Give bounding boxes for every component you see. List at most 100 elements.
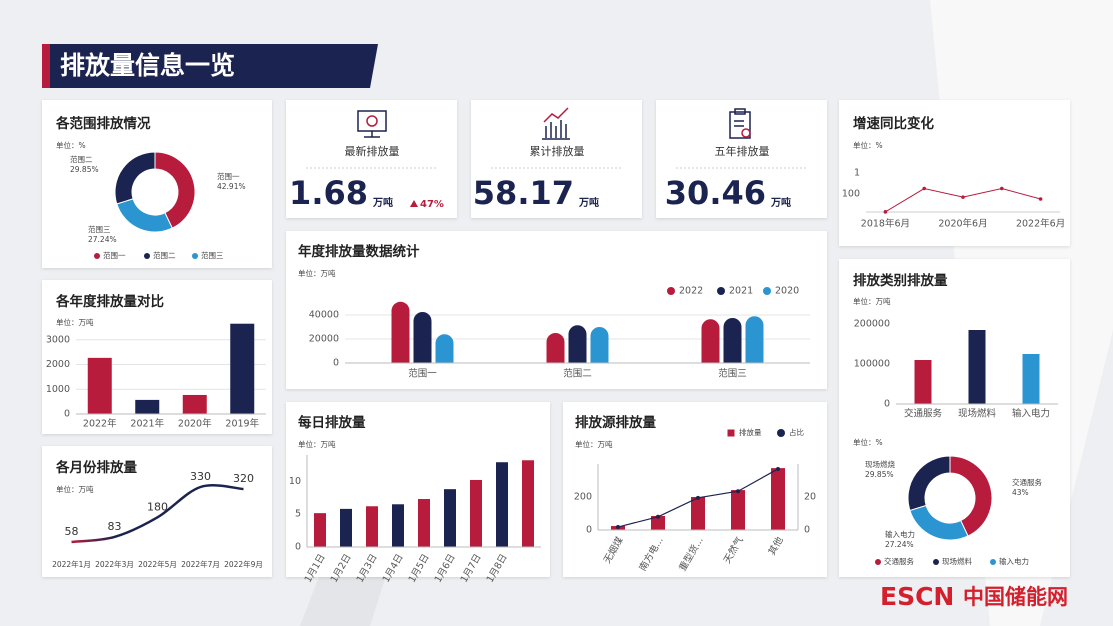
x-tick-label: 2022年7月 <box>181 559 220 569</box>
line-point <box>883 210 888 214</box>
line-point <box>1000 186 1004 191</box>
y-tick-label: 20 <box>804 492 816 503</box>
bar <box>340 508 352 547</box>
chart-title: 排放类别排放量 <box>853 272 948 289</box>
kpi-card <box>656 100 827 218</box>
legend-label: 2021 <box>729 286 753 297</box>
legend-marker <box>777 429 785 437</box>
bar <box>731 490 745 530</box>
unit-label: 单位：万吨 <box>298 268 336 278</box>
x-tick-label: 2022年3月 <box>95 559 134 569</box>
bar <box>590 327 609 363</box>
line-point <box>736 489 740 494</box>
chart-title: 各范围排放情况 <box>55 115 151 132</box>
slice-value: 43% <box>1012 488 1029 497</box>
bar <box>568 325 587 363</box>
y-tick-label: 40000 <box>309 310 339 321</box>
slice-value: 27.24% <box>885 540 914 549</box>
card <box>42 446 272 577</box>
bar <box>444 489 456 547</box>
bar <box>496 462 508 547</box>
legend-marker <box>763 287 771 295</box>
legend-marker <box>933 559 939 565</box>
y-tick-label: 200 <box>574 492 592 503</box>
legend-marker <box>727 429 735 437</box>
header-title: 排放量信息一览 <box>60 51 235 80</box>
legend-marker <box>192 253 198 259</box>
kpi-value: 58.17 <box>473 174 574 212</box>
bar <box>391 301 410 363</box>
line-point <box>961 195 965 199</box>
x-tick-label: 范围一 <box>408 368 437 380</box>
unit-label: 单位：万吨 <box>56 484 94 494</box>
donut-slice <box>909 504 969 541</box>
chart-title: 各月份排放量 <box>55 459 137 476</box>
bar <box>418 499 430 547</box>
slice-label: 范围三 <box>88 224 111 234</box>
logo-brand: ESCN <box>880 582 954 611</box>
kpi-value: 30.46 <box>665 174 766 212</box>
data-label: 180 <box>147 500 168 513</box>
unit-label: 单位：% <box>853 437 883 447</box>
x-tick-label: 2022年 <box>83 418 117 430</box>
chart-title: 每日排放量 <box>298 414 366 431</box>
y-tick-label: 1 <box>854 168 860 179</box>
bar <box>691 497 705 530</box>
kpi-label: 五年排放量 <box>715 144 770 158</box>
bar <box>470 479 482 547</box>
x-tick-label: 范围三 <box>718 368 747 380</box>
logo-name: 中国储能网 <box>963 585 1068 609</box>
x-tick-label: 2018年6月 <box>861 218 910 230</box>
x-tick-label: 2022年1月 <box>52 559 91 569</box>
card <box>42 100 272 268</box>
chart-title: 排放源排放量 <box>575 414 656 431</box>
y-tick-label: 2000 <box>46 359 70 370</box>
bar <box>435 334 454 363</box>
legend-marker <box>94 253 100 259</box>
bar <box>87 357 112 414</box>
x-tick-label: 2019年 <box>225 418 259 430</box>
slice-value: 29.85% <box>70 165 99 174</box>
bar <box>745 316 764 363</box>
kpi-value: 1.68 <box>289 174 368 212</box>
kpi-unit: 万吨 <box>578 196 599 209</box>
x-tick-label: 2020年6月 <box>938 218 987 230</box>
bar <box>135 399 160 414</box>
x-tick-label: 交通服务 <box>904 408 943 420</box>
kpi-card <box>471 100 642 218</box>
slice-label: 范围二 <box>70 154 93 164</box>
kpi-change: 47% <box>420 199 444 210</box>
kpi-card <box>286 100 457 218</box>
card <box>839 100 1070 246</box>
y-tick-label: 0 <box>333 358 339 369</box>
unit-label: 单位：万吨 <box>853 296 891 306</box>
line-point <box>696 495 700 500</box>
bar <box>182 394 207 414</box>
slice-value: 29.85% <box>865 470 894 479</box>
unit-label: 单位：万吨 <box>575 439 613 449</box>
y-tick-label: 3000 <box>46 334 70 345</box>
legend-label: 范围二 <box>153 250 176 260</box>
legend-label: 范围三 <box>201 250 224 260</box>
legend-label: 输入电力 <box>999 556 1029 566</box>
slice-label: 范围一 <box>217 171 240 181</box>
x-tick-label: 2020年 <box>178 418 212 430</box>
line-point <box>922 186 926 191</box>
y-tick-label: 20000 <box>309 334 339 345</box>
unit-label: 单位：万吨 <box>298 439 336 449</box>
donut-slice <box>114 151 156 205</box>
legend-label: 2022 <box>679 286 703 297</box>
y-tick-label: 1000 <box>46 384 70 395</box>
bar <box>522 460 534 547</box>
y-tick-label: 0 <box>884 399 890 410</box>
data-label: 330 <box>190 470 211 483</box>
x-tick-label: 输入电力 <box>1012 408 1050 420</box>
unit-label: 单位：万吨 <box>56 317 94 327</box>
donut-slice <box>154 151 196 229</box>
icon-monitor <box>357 110 387 138</box>
x-tick-label: 现场燃料 <box>958 408 997 420</box>
legend-label: 排放量 <box>739 427 762 437</box>
kpi-unit: 万吨 <box>372 196 393 209</box>
slice-value: 27.24% <box>88 235 117 244</box>
